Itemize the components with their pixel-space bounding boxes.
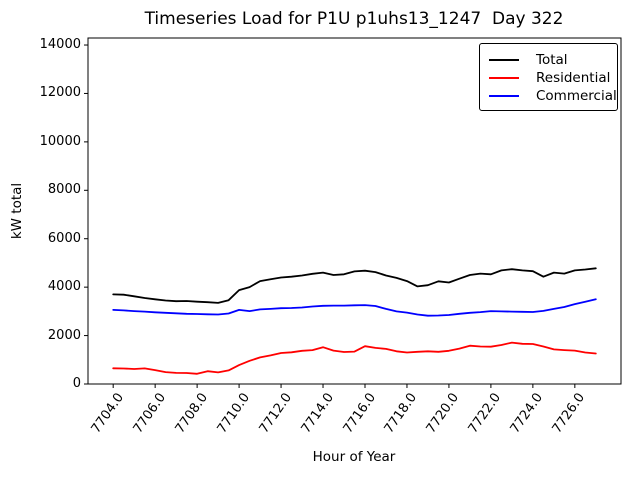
axes-frame — [87, 37, 622, 385]
series-line-commercial — [112, 298, 597, 317]
y-tick-label: 8000 — [47, 182, 81, 198]
legend-label-residential: Residential — [536, 70, 611, 86]
legend-entry-total: Total — [489, 51, 607, 69]
commercial-line-swatch — [489, 95, 519, 97]
series-line-residential — [112, 341, 597, 375]
y-tick-label: 12000 — [39, 85, 81, 101]
legend-entry-commercial: Commercial — [489, 87, 617, 105]
legend: Total Residential Commercial — [479, 43, 618, 111]
residential-line-swatch — [489, 77, 519, 79]
x-axis-label: Hour of Year — [312, 449, 396, 465]
y-axis-label: kW total — [9, 182, 25, 240]
y-tick-label: 6000 — [47, 230, 81, 246]
series-line-total — [112, 267, 597, 304]
legend-entry-residential: Residential — [489, 69, 611, 87]
y-tick-label: 4000 — [47, 279, 81, 295]
legend-label-commercial: Commercial — [536, 88, 617, 104]
y-tick-label: 10000 — [39, 133, 81, 149]
y-tick-label: 0 — [72, 376, 81, 391]
legend-label-total: Total — [536, 52, 568, 68]
chart-title: Timeseries Load for P1U p1uhs13_1247 Day… — [144, 9, 564, 29]
y-tick-label: 14000 — [39, 37, 81, 53]
y-tick-label: 2000 — [47, 327, 81, 343]
total-line-swatch — [489, 59, 519, 61]
